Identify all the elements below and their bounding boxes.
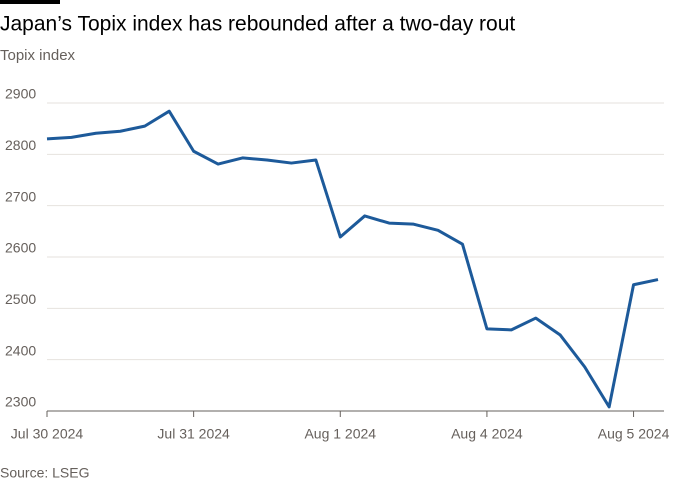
chart-title: Japan’s Topix index has rebounded after … xyxy=(0,13,515,36)
source: Source: LSEG xyxy=(0,465,90,481)
x-tick-label: Jul 30 2024 xyxy=(11,426,84,442)
y-tick-label: 2300 xyxy=(5,394,36,410)
brand-bar xyxy=(0,0,60,4)
x-tick-label: Aug 5 2024 xyxy=(598,426,670,442)
x-tick-label: Aug 4 2024 xyxy=(451,426,523,442)
chart-subtitle: Topix index xyxy=(0,47,76,64)
y-tick-label: 2500 xyxy=(5,291,36,307)
y-tick-label: 2800 xyxy=(5,137,36,153)
y-tick-label: 2900 xyxy=(5,86,36,102)
x-tick-label: Jul 31 2024 xyxy=(157,426,230,442)
y-tick-label: 2700 xyxy=(5,188,36,204)
y-tick-label: 2600 xyxy=(5,240,36,256)
x-tick-label: Aug 1 2024 xyxy=(304,426,376,442)
line xyxy=(46,109,659,409)
y-tick-label: 2400 xyxy=(5,342,36,358)
